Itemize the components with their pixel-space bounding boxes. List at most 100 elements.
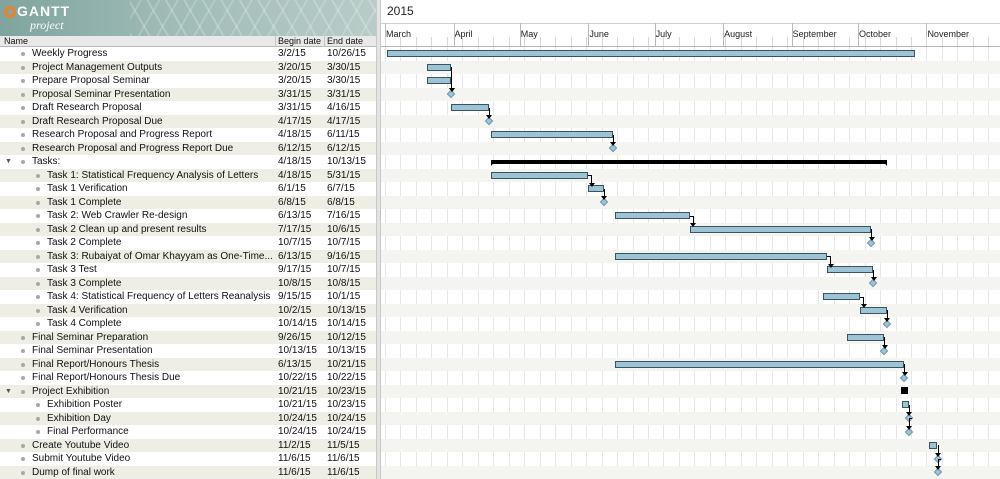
table-row[interactable]: Exhibition Day 10/24/15 10/24/15 [0,411,376,425]
task-begin-date: 10/14/15 [278,318,317,329]
task-bar[interactable] [451,104,489,112]
table-row[interactable]: ▼ Tasks: 4/18/15 10/13/15 [0,155,376,169]
dependency-arrow-icon [860,304,867,309]
task-name: Task 1 Complete [47,196,122,208]
task-end-date: 10/8/15 [327,277,361,289]
table-row[interactable]: Final Seminar Presentation 10/13/15 10/13/… [0,344,376,358]
task-bullet-icon [36,281,40,286]
table-row[interactable]: Task 3: Rubaiyat of Omar Khayyam as One-… [0,249,376,263]
table-row[interactable]: Task 3 Complete 10/8/15 10/8/15 [0,276,376,290]
table-row[interactable]: Final Report/Honours Thesis 6/13/15 10/21/… [0,357,376,371]
dependency-line [451,80,453,90]
task-end-date: 3/30/15 [327,61,361,73]
week-gridline [725,47,727,479]
task-begin-date: 6/13/15 [278,210,312,221]
task-bar[interactable] [827,266,874,274]
table-row[interactable]: Task 4: Statistical Frequency of Letters… [0,290,376,304]
table-row[interactable]: Task 4 Verification 10/2/15 10/13/15 [0,303,376,317]
column-divider[interactable] [275,36,276,47]
task-name: Task 4 Complete [47,318,122,329]
task-bar[interactable] [614,252,827,260]
task-name: Exhibition Day [47,412,111,424]
week-gridline [446,47,448,479]
month-label: July [655,29,672,39]
column-header-begin-date[interactable]: Begin date [278,36,322,46]
table-row[interactable]: Draft Research Proposal Due 4/17/15 4/17/1… [0,114,376,128]
table-row[interactable]: Task 2: Web Crawler Re-design 6/13/15 7/16… [0,209,376,223]
chart-row [381,438,1000,452]
task-bar[interactable] [902,401,909,409]
table-row[interactable]: Research Proposal and Progress Report 4/1… [0,128,376,142]
collapse-toggle-icon[interactable]: ▼ [5,387,12,395]
month-divider [588,23,590,46]
task-bullet-icon [21,119,25,124]
week-gridline [400,47,402,479]
task-bar[interactable] [846,333,885,341]
task-bar[interactable] [614,212,690,220]
collapse-toggle-icon[interactable]: ▼ [5,158,12,165]
table-row[interactable]: Task 1 Complete 6/8/15 6/8/15 [0,195,376,209]
table-row[interactable]: Task 2 Clean up and present results 7/17/… [0,222,376,236]
task-bullet-icon [36,254,40,259]
table-row[interactable]: Final Seminar Preparation 9/26/15 10/12/15 [0,330,376,344]
column-header-end-date[interactable]: End date [327,36,364,46]
table-row[interactable]: Final Performance 10/24/15 10/24/15 [0,425,376,439]
summary-bar[interactable] [491,159,887,166]
week-gridline [493,47,495,479]
month-label: April [454,29,473,39]
task-bullet-icon [36,403,40,407]
table-row[interactable]: Final Report/Honours Thesis Due 10/22/15 1… [0,371,376,385]
table-row[interactable]: Submit Youtube Video 11/6/15 11/6/15 [0,452,376,466]
task-end-date: 10/24/15 [327,426,366,437]
table-row[interactable]: Research Proposal and Progress Report Du… [0,141,376,155]
dependency-line [908,418,910,427]
week-tick [678,37,680,46]
task-end-date: 6/8/15 [327,196,355,208]
task-bullet-icon [21,349,25,353]
task-bar[interactable] [822,293,861,301]
task-bar[interactable] [426,63,452,71]
task-bar[interactable] [426,77,452,85]
month-label: November [927,29,969,39]
dependency-line [937,445,939,454]
column-divider[interactable] [324,36,325,47]
table-row[interactable]: Task 4 Complete 10/14/15 10/14/15 [0,317,376,331]
task-bar[interactable] [491,131,613,139]
table-row[interactable]: Prepare Proposal Seminar 3/20/15 3/30/15 [0,74,376,88]
task-begin-date: 4/17/15 [278,115,312,127]
table-row[interactable]: Weekly Progress 3/2/15 10/26/15 [0,47,376,61]
dependency-line [488,107,490,117]
task-begin-date: 3/31/15 [278,88,312,100]
table-row[interactable]: Task 2 Complete 10/7/15 10/7/15 [0,236,376,250]
task-bar[interactable] [928,441,938,449]
task-bullet-icon [36,416,40,421]
task-bar[interactable] [614,360,905,368]
dependency-arrow-icon [935,466,941,471]
task-bar[interactable] [588,185,604,193]
table-row[interactable]: Task 3 Test 9/17/15 10/7/15 [0,263,376,277]
table-row[interactable]: Project Management Outputs 3/20/15 3/30/15 [0,60,376,74]
table-row[interactable]: Create Youtube Video 11/2/15 11/5/15 [0,438,376,452]
table-row[interactable]: Task 1: Statistical Frequency Analysis o… [0,168,376,182]
gantt-chart-panel[interactable]: 2015 March April May June July August Septembe… [381,0,1000,479]
week-gridline [508,47,510,479]
table-row[interactable]: Task 1 Verification 6/1/15 6/7/15 [0,182,376,196]
table-row[interactable]: Exhibition Poster 10/21/15 10/23/15 [0,398,376,412]
column-header-name[interactable]: Name [4,36,29,46]
dependency-line [603,188,605,198]
table-row[interactable]: Proposal Seminar Presentation 3/31/15 3/31… [0,87,376,101]
task-bar[interactable] [491,171,589,179]
task-bar[interactable] [860,306,887,314]
dependency-arrow-icon [906,425,913,430]
task-bar[interactable] [387,50,916,58]
task-end-date: 5/31/15 [327,169,361,181]
task-name: Task 3 Test [47,264,97,275]
week-gridline [694,47,696,479]
summary-flag-icon[interactable] [901,387,909,398]
table-row[interactable]: Dump of final work 11/6/15 11/6/15 [0,465,376,479]
table-row[interactable]: ▼ Project Exhibition 10/21/15 10/23/15 [0,384,376,398]
table-row[interactable]: Draft Research Proposal 3/31/15 4/16/15 [0,101,376,115]
task-bar[interactable] [689,225,872,233]
task-begin-date: 10/24/15 [278,412,317,424]
ganttproject-logo: GANTT project [0,0,376,36]
